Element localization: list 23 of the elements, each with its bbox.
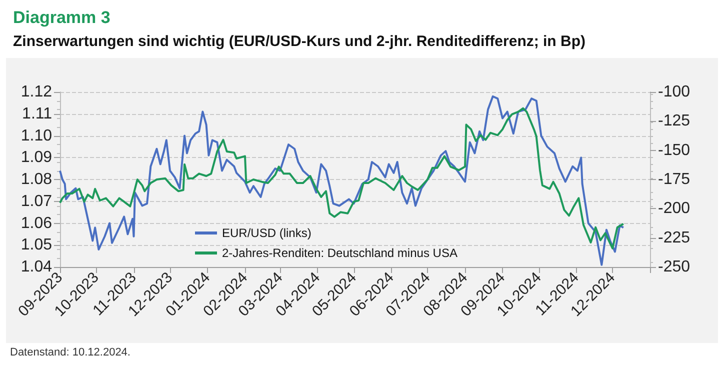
y-tick-label: 1.04 (20, 258, 52, 276)
line-series (59, 107, 624, 250)
y-tick-label: 1.06 (20, 214, 52, 232)
y-tick-label: 1.11 (22, 105, 52, 122)
y2-tick-label: -100 (658, 84, 690, 100)
y2-tick-label: -125 (658, 112, 690, 130)
y-tick-label: 1.09 (20, 149, 52, 166)
y-tick-label: 1.10 (20, 127, 52, 144)
y2-tick-label: -250 (658, 258, 690, 276)
y-tick-label: 1.07 (20, 192, 52, 210)
legend-label: 2-Jahres-Renditen: Deutschland minus USA (222, 246, 458, 260)
legend-label: EUR/USD (links) (222, 226, 312, 240)
line-series (59, 95, 624, 266)
y-tick-label: 1.05 (20, 236, 52, 254)
chart-title: Diagramm 3 (13, 8, 110, 27)
y-tick-label: 1.08 (20, 171, 52, 188)
y2-tick-label: -175 (658, 171, 690, 188)
y2-tick-label: -225 (658, 229, 690, 246)
y2-tick-label: -150 (658, 142, 690, 159)
y2-tick-label: -200 (658, 200, 690, 218)
text: Datenstand: 10.12.2024. (10, 346, 130, 358)
y-tick-label: 1.12 (20, 84, 52, 100)
chart-subtitle: Zinserwartungen sind wichtig (EUR/USD-Kurs und 2-jhr. Renditedifferenz; in Bp) (13, 33, 586, 50)
